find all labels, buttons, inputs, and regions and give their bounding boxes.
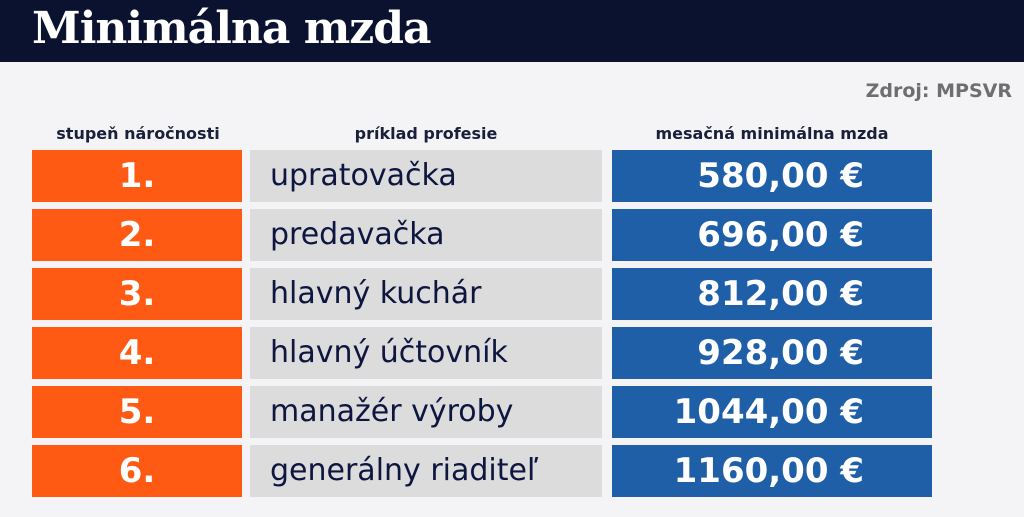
profession-cell: generálny riaditeľ bbox=[250, 445, 602, 497]
profession-cell: predavačka bbox=[250, 209, 602, 261]
table-row: 1. upratovačka 580,00 € bbox=[0, 150, 1024, 202]
column-header-rank: stupeň náročnosti bbox=[56, 124, 220, 143]
table-row: 4. hlavný účtovník 928,00 € bbox=[0, 327, 1024, 379]
wage-cell: 696,00 € bbox=[612, 209, 932, 261]
column-header-wage: mesačná minimálna mzda bbox=[655, 124, 889, 143]
table-row: 3. hlavný kuchár 812,00 € bbox=[0, 268, 1024, 320]
rank-cell: 6. bbox=[32, 445, 242, 497]
rank-cell: 4. bbox=[32, 327, 242, 379]
table-row: 6. generálny riaditeľ 1160,00 € bbox=[0, 445, 1024, 497]
source-label: Zdroj: MPSVR bbox=[865, 80, 1012, 102]
wage-cell: 580,00 € bbox=[612, 150, 932, 202]
column-header-profession: príklad profesie bbox=[354, 124, 498, 143]
profession-cell: manažér výroby bbox=[250, 386, 602, 438]
wage-cell: 1160,00 € bbox=[612, 445, 932, 497]
table-row: 5. manažér výroby 1044,00 € bbox=[0, 386, 1024, 438]
rank-cell: 3. bbox=[32, 268, 242, 320]
title-bar: Minimálna mzda bbox=[0, 0, 1024, 62]
rank-cell: 2. bbox=[32, 209, 242, 261]
profession-cell: hlavný účtovník bbox=[250, 327, 602, 379]
wage-cell: 812,00 € bbox=[612, 268, 932, 320]
profession-cell: upratovačka bbox=[250, 150, 602, 202]
rank-cell: 5. bbox=[32, 386, 242, 438]
wage-cell: 928,00 € bbox=[612, 327, 932, 379]
rank-cell: 1. bbox=[32, 150, 242, 202]
profession-cell: hlavný kuchár bbox=[250, 268, 602, 320]
wage-cell: 1044,00 € bbox=[612, 386, 932, 438]
table-row: 2. predavačka 696,00 € bbox=[0, 209, 1024, 261]
page-title: Minimálna mzda bbox=[32, 3, 432, 54]
